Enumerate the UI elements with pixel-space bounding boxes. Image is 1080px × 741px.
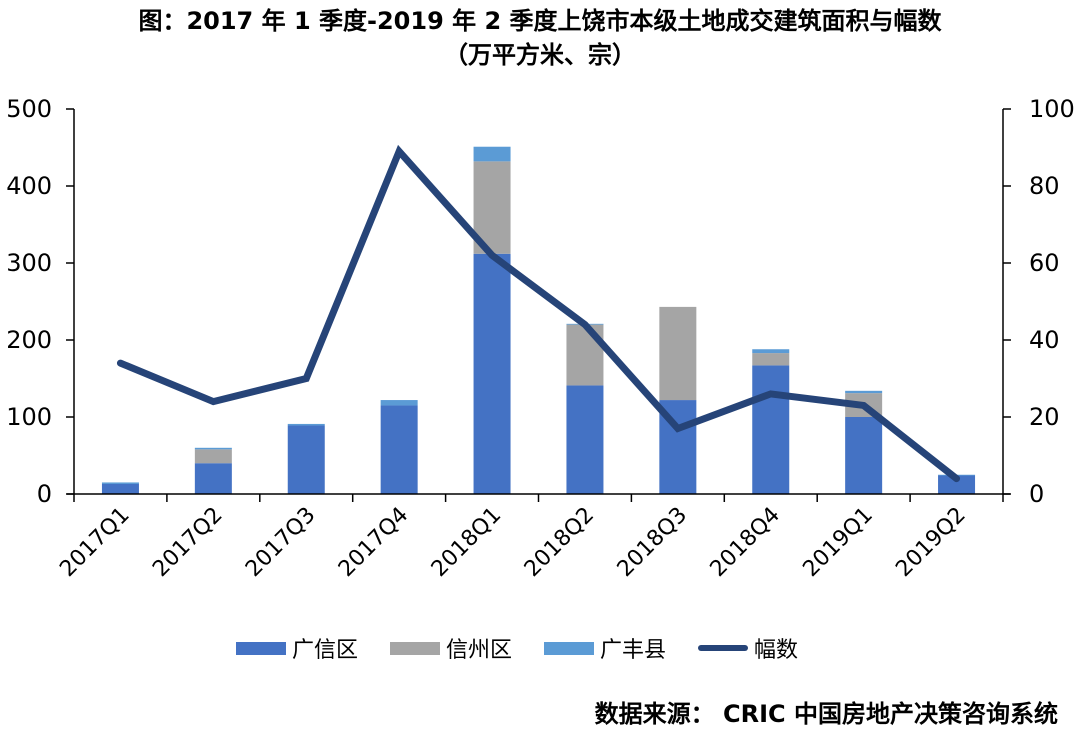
bar-segment — [101, 482, 139, 484]
bar-segment — [380, 400, 418, 406]
right-tick-label: 80 — [1029, 172, 1060, 200]
left-tick-label: 0 — [37, 480, 52, 508]
x-tick-label: 2017Q4 — [334, 503, 413, 582]
bar-segment — [473, 253, 511, 494]
bar-segment — [194, 449, 232, 464]
legend-label: 信州区 — [446, 638, 513, 663]
right-tick-label: 20 — [1029, 403, 1060, 431]
chart-subtitle: （万平方米、宗） — [444, 41, 636, 69]
bar-segment — [845, 417, 883, 494]
right-tick-label: 100 — [1029, 95, 1075, 123]
bar-segment — [938, 475, 976, 494]
left-tick-label: 400 — [6, 172, 52, 200]
legend-line-fushu — [698, 645, 749, 651]
x-tick-label: 2018Q1 — [427, 503, 506, 582]
bar-segment — [194, 463, 232, 494]
bar-segment — [659, 306, 697, 401]
data-source: 数据来源： CRIC 中国房地产决策咨询系统 — [594, 700, 1058, 728]
bar-segment — [566, 385, 604, 494]
legend-swatch-guangfeng — [544, 641, 595, 655]
left-tick-label: 100 — [6, 403, 52, 431]
bar-segment — [101, 483, 139, 494]
bar-segment — [752, 349, 790, 354]
left-tick-label: 200 — [6, 326, 52, 354]
left-tick-label: 300 — [6, 249, 52, 277]
bar-segment — [380, 405, 418, 494]
right-tick-label: 0 — [1029, 480, 1044, 508]
legend-swatch-xinzhou — [390, 641, 441, 655]
bar-segment — [287, 423, 325, 426]
x-tick-label: 2019Q2 — [891, 503, 970, 582]
legend-item-xinzhou: 信州区 — [390, 632, 512, 664]
bar-segment — [845, 390, 883, 394]
chart-title: 图：2017 年 1 季度-2019 年 2 季度上饶市本级土地成交建筑面积与幅… — [138, 7, 942, 35]
x-tick-label: 2019Q1 — [798, 503, 877, 582]
x-tick-label: 2018Q3 — [613, 503, 692, 582]
bar-segment — [752, 365, 790, 494]
fushu-line — [116, 144, 961, 483]
bar-segment — [752, 353, 790, 366]
bar-segment — [473, 146, 511, 162]
bar-segment — [194, 447, 232, 450]
left-tick-label: 500 — [6, 95, 52, 123]
x-tick-label: 2017Q2 — [148, 503, 227, 582]
right-tick-label: 60 — [1029, 249, 1060, 277]
x-tick-label: 2018Q2 — [520, 503, 599, 582]
legend-label: 幅数 — [754, 638, 799, 663]
legend-swatch-guangxin — [236, 641, 286, 655]
legend-item-guangxin: 广信区 — [236, 632, 358, 664]
bar-segment — [566, 324, 604, 386]
legend: 广信区 信州区 广丰县 幅数 — [236, 632, 830, 664]
x-tick-label: 2017Q1 — [55, 503, 134, 582]
legend-label: 广丰县 — [600, 638, 667, 663]
legend-item-fushu: 幅数 — [698, 632, 798, 664]
legend-item-guangfeng: 广丰县 — [544, 632, 666, 664]
x-tick-label: 2017Q3 — [241, 503, 320, 582]
x-tick-label: 2018Q4 — [706, 503, 785, 582]
legend-label: 广信区 — [292, 638, 359, 663]
right-tick-label: 40 — [1029, 326, 1060, 354]
bar-segment — [287, 425, 325, 494]
